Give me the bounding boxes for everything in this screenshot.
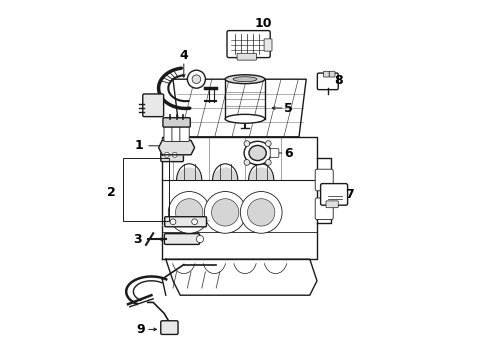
FancyBboxPatch shape	[143, 94, 164, 117]
FancyBboxPatch shape	[180, 121, 189, 141]
FancyBboxPatch shape	[237, 53, 257, 60]
FancyBboxPatch shape	[227, 31, 270, 58]
Circle shape	[247, 199, 275, 226]
Text: 7: 7	[345, 188, 354, 201]
FancyBboxPatch shape	[164, 234, 199, 244]
Polygon shape	[162, 220, 209, 225]
Ellipse shape	[225, 114, 265, 123]
Text: 4: 4	[179, 49, 188, 62]
FancyBboxPatch shape	[164, 121, 173, 141]
Polygon shape	[317, 158, 331, 223]
Circle shape	[196, 235, 204, 243]
FancyBboxPatch shape	[163, 118, 190, 127]
Ellipse shape	[249, 145, 266, 161]
Circle shape	[170, 219, 176, 225]
Text: 8: 8	[334, 75, 343, 87]
Circle shape	[240, 192, 282, 233]
Text: 6: 6	[284, 147, 293, 159]
FancyBboxPatch shape	[315, 169, 333, 191]
FancyBboxPatch shape	[323, 71, 329, 77]
Circle shape	[164, 152, 170, 157]
Circle shape	[192, 219, 197, 225]
Text: 5: 5	[284, 102, 293, 114]
Text: 2: 2	[107, 186, 116, 199]
FancyBboxPatch shape	[172, 121, 181, 141]
Polygon shape	[166, 259, 317, 295]
Wedge shape	[213, 167, 238, 180]
Polygon shape	[159, 140, 195, 155]
FancyBboxPatch shape	[161, 148, 183, 162]
Circle shape	[244, 141, 250, 147]
Text: 10: 10	[254, 17, 272, 30]
FancyBboxPatch shape	[326, 201, 338, 208]
Circle shape	[204, 192, 246, 233]
FancyBboxPatch shape	[320, 184, 347, 205]
Ellipse shape	[225, 75, 265, 84]
FancyBboxPatch shape	[318, 73, 338, 90]
Ellipse shape	[244, 141, 271, 165]
FancyBboxPatch shape	[315, 198, 333, 220]
Bar	[122, 158, 170, 221]
Text: 3: 3	[133, 233, 141, 246]
Text: 1: 1	[134, 139, 143, 152]
Circle shape	[266, 141, 271, 147]
FancyBboxPatch shape	[161, 321, 178, 334]
Circle shape	[169, 192, 210, 233]
Circle shape	[172, 152, 177, 157]
Circle shape	[187, 70, 205, 88]
Circle shape	[244, 159, 250, 165]
Ellipse shape	[233, 77, 257, 82]
Circle shape	[266, 159, 271, 165]
Polygon shape	[173, 79, 306, 137]
Text: 9: 9	[136, 323, 145, 336]
FancyBboxPatch shape	[165, 217, 206, 227]
Circle shape	[175, 199, 203, 226]
Wedge shape	[248, 167, 274, 180]
FancyBboxPatch shape	[270, 149, 279, 157]
FancyBboxPatch shape	[329, 71, 335, 77]
Circle shape	[192, 75, 201, 84]
Circle shape	[212, 199, 239, 226]
FancyBboxPatch shape	[264, 39, 272, 51]
Wedge shape	[176, 167, 202, 180]
Polygon shape	[162, 137, 317, 259]
